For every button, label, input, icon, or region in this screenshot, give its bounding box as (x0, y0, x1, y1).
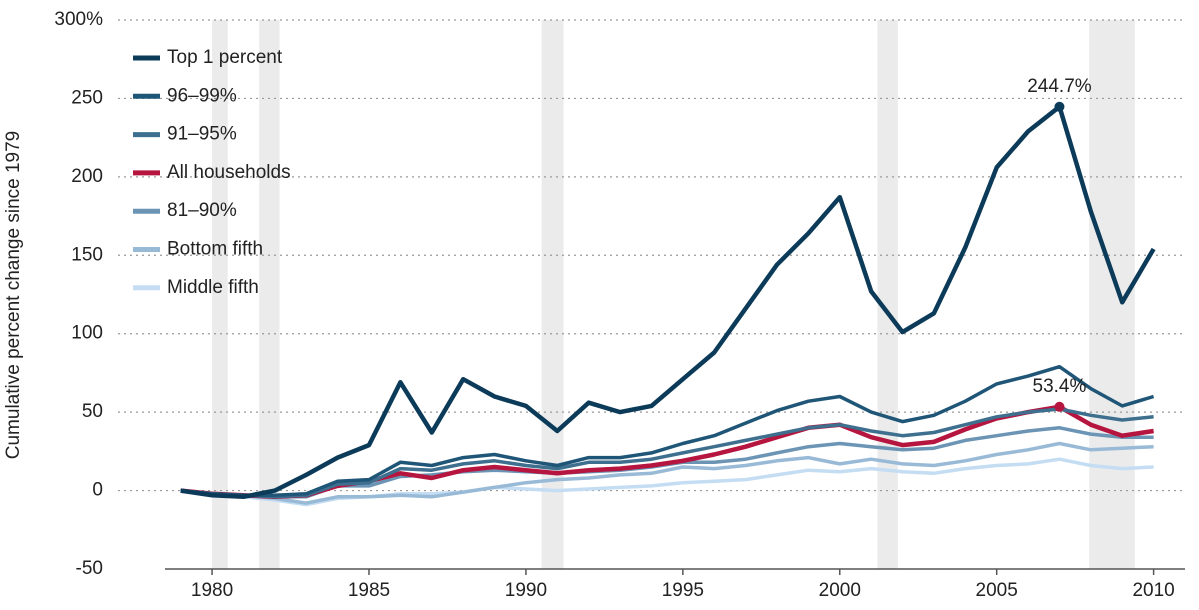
recession-band (212, 20, 228, 569)
highlight-point (1054, 101, 1065, 112)
series-line (180, 104, 1156, 500)
x-tick-label: 2005 (976, 580, 1018, 601)
value-label: 53.4% (1033, 376, 1087, 397)
recession-band (877, 20, 898, 569)
x-tick-label: 1995 (662, 580, 704, 601)
y-tick-label: 150 (71, 244, 103, 265)
y-tick-label: 250 (71, 87, 103, 108)
y-tick-label: 50 (82, 401, 103, 422)
value-label: 244.7% (1027, 76, 1092, 97)
legend-label: 96–99% (167, 85, 237, 106)
recession-band (259, 20, 280, 569)
x-tick-label: 2010 (1132, 580, 1174, 601)
y-tick-label: 100 (71, 323, 103, 344)
series-line (180, 441, 1154, 505)
series-line (180, 407, 1154, 499)
legend-label: All households (167, 162, 291, 183)
legend-label: Top 1 percent (167, 47, 283, 68)
legend-label: 91–95% (167, 124, 237, 145)
series-line (180, 364, 1155, 498)
y-tick-label: 300% (54, 9, 103, 30)
legend-label: Bottom fifth (167, 239, 263, 260)
recession-band (541, 20, 564, 569)
y-tick-label: 200 (71, 166, 103, 187)
x-tick-label: 2000 (819, 580, 861, 601)
x-tick-label: 1985 (348, 580, 390, 601)
y-tick-label: 0 (92, 480, 103, 501)
y-axis-label: Cumulative percent change since 1979 (3, 131, 24, 459)
highlight-point (1054, 401, 1065, 412)
legend-label: 81–90% (167, 200, 237, 221)
y-tick-label: -50 (76, 558, 103, 579)
x-tick-label: 1990 (505, 580, 547, 601)
legend-label: Middle fifth (167, 277, 259, 298)
x-tick-label: 1980 (191, 580, 233, 601)
